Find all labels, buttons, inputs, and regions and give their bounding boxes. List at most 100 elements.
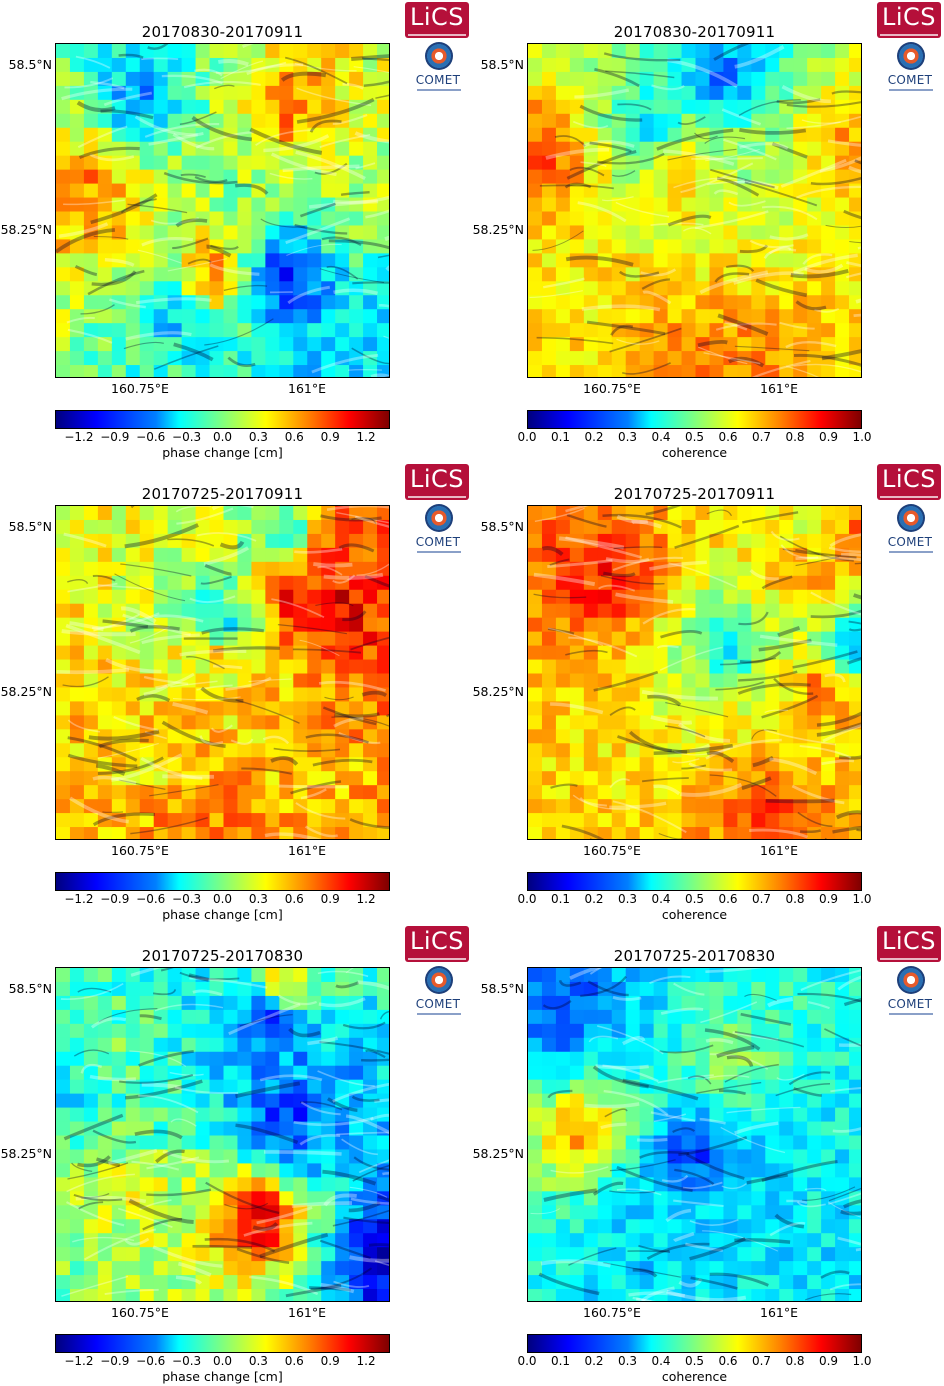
phase-colorbar	[55, 872, 390, 891]
lics-logo: LiCS	[877, 464, 941, 500]
lat-label-58-5: 58.5°N	[8, 57, 52, 72]
hillshade-texture	[530, 968, 861, 1301]
colorbar-label: phase change [cm]	[162, 1369, 283, 1384]
map-raster	[56, 44, 389, 377]
colorbar-tick-label: −0.6	[136, 430, 166, 444]
panel-title: 20170830-20170911	[613, 23, 776, 41]
comet-tagline	[889, 1013, 933, 1015]
phase-map	[55, 43, 390, 378]
lon-label-160-75: 160.75°E	[111, 381, 169, 396]
colorbar-tick-label: −1.2	[64, 430, 94, 444]
lon-label-161: 161°E	[288, 381, 327, 396]
colorbar-tick-label: 1.2	[356, 1354, 376, 1368]
lat-label-58-25: 58.25°N	[0, 1146, 52, 1161]
hillshade-texture	[56, 506, 389, 839]
lics-logo: LiCS	[405, 926, 469, 962]
panel-1-phase: 20170830-20170911 58.5°N 58.25°N 160.75°…	[0, 0, 472, 462]
colorbar-tick-label: −0.3	[172, 892, 202, 906]
lat-label-58-25: 58.25°N	[0, 684, 52, 699]
panel-title: 20170725-20170830	[613, 947, 776, 965]
colorbar-ticks: −1.2 −0.9 −0.6 −0.3 0.0 0.3 0.6 0.9 1.2	[55, 1354, 390, 1368]
colorbar-tick-label: 0.5	[684, 430, 705, 444]
hillshade-texture	[60, 968, 389, 1298]
lics-tagline	[408, 958, 466, 960]
lics-logo-text: LiCS	[409, 927, 465, 955]
lon-label-160-75: 160.75°E	[111, 843, 169, 858]
colorbar-tick-label: 0.5	[684, 892, 705, 906]
comet-logo-icon	[425, 42, 453, 70]
lon-label-161: 161°E	[760, 1305, 799, 1320]
colorbar-tick-label: 1.0	[852, 430, 872, 444]
comet-tagline	[889, 89, 933, 91]
colorbar-tick-label: −0.9	[100, 430, 130, 444]
lon-label-160-75: 160.75°E	[583, 381, 641, 396]
lics-logo-text: LiCS	[409, 3, 465, 31]
map-raster	[528, 506, 861, 839]
phase-map	[55, 967, 390, 1302]
colorbar-tick-label: 1.0	[852, 892, 872, 906]
comet-logo-text: COMET	[415, 535, 461, 549]
lics-logo: LiCS	[405, 464, 469, 500]
lics-logo-text: LiCS	[409, 465, 465, 493]
lat-label-58-5: 58.5°N	[480, 57, 524, 72]
map-raster	[56, 506, 389, 839]
coherence-colorbar	[527, 872, 862, 891]
map-raster	[56, 968, 389, 1301]
colorbar-tick-label: 0.3	[617, 1354, 638, 1368]
panel-5-phase: 20170725-20170830 58.5°N 58.25°N 160.75°…	[0, 924, 472, 1386]
lon-label-161: 161°E	[288, 843, 327, 858]
colorbar-label: coherence	[661, 1369, 728, 1384]
logo-group: LiCS COMET	[405, 924, 471, 1024]
lat-label-58-5: 58.5°N	[480, 519, 524, 534]
colorbar-tick-label: 0.1	[550, 892, 571, 906]
colorbar-tick-label: 0.6	[284, 1354, 304, 1368]
hillshade-texture	[529, 44, 861, 377]
lics-logo: LiCS	[405, 2, 469, 38]
colorbar-tick-label: 0.6	[718, 892, 738, 906]
comet-logo-icon	[425, 504, 453, 532]
logo-group: LiCS COMET	[877, 462, 943, 562]
lics-logo-text: LiCS	[881, 465, 937, 493]
map-canvas	[528, 44, 861, 377]
colorbar-tick-label: 0.2	[584, 430, 604, 444]
colorbar-tick-label: 0.7	[751, 430, 772, 444]
panel-title: 20170830-20170911	[141, 23, 304, 41]
lics-logo: LiCS	[877, 2, 941, 38]
colorbar-ticks: 0.0 0.1 0.2 0.3 0.4 0.5 0.6 0.7 0.8 0.9 1.0	[517, 1354, 871, 1368]
lat-label-58-25: 58.25°N	[472, 222, 524, 237]
panel-3-phase: 20170725-20170911 58.5°N 58.25°N 160.75°…	[0, 462, 472, 924]
colorbar-tick-label: 0.3	[248, 892, 268, 906]
map-raster	[528, 968, 861, 1301]
panel-title: 20170725-20170911	[141, 485, 304, 503]
colorbar-tick-label: 0.2	[584, 1354, 604, 1368]
colorbar-tick-label: 0.9	[818, 1354, 839, 1368]
lon-label-161: 161°E	[288, 1305, 327, 1320]
lon-label-160-75: 160.75°E	[583, 1305, 641, 1320]
logo-group: LiCS COMET	[405, 0, 471, 100]
lat-label-58-25: 58.25°N	[0, 222, 52, 237]
colorbar-ticks: 0.0 0.1 0.2 0.3 0.4 0.5 0.6 0.7 0.8 0.9 1.0	[517, 892, 871, 906]
colorbar-label: phase change [cm]	[162, 907, 283, 922]
lics-tagline	[880, 958, 938, 960]
colorbar-tick-label: 0.3	[248, 1354, 268, 1368]
lat-label-58-5: 58.5°N	[480, 981, 524, 996]
map-canvas	[528, 506, 861, 839]
colorbar-tick-label: 0.3	[617, 430, 638, 444]
comet-tagline	[417, 89, 461, 91]
colorbar-tick-label: 0.4	[651, 1354, 671, 1368]
lon-label-161: 161°E	[760, 381, 799, 396]
phase-map	[55, 505, 390, 840]
colorbar-tick-label: 0.6	[718, 430, 738, 444]
colorbar-tick-label: −0.6	[136, 1354, 166, 1368]
colorbar-tick-label: 0.4	[651, 430, 671, 444]
panel-title: 20170725-20170911	[613, 485, 776, 503]
colorbar-tick-label: 0.8	[785, 1354, 805, 1368]
colorbar-tick-label: −1.2	[64, 1354, 94, 1368]
comet-tagline	[889, 551, 933, 553]
colorbar-tick-label: 0.1	[550, 1354, 571, 1368]
colorbar-tick-label: 0.3	[248, 430, 268, 444]
colorbar-tick-label: 0.9	[320, 430, 340, 444]
colorbar-tick-label: 0.9	[818, 892, 839, 906]
colorbar-tick-label: 0.6	[284, 430, 304, 444]
colorbar-label: coherence	[661, 445, 728, 460]
